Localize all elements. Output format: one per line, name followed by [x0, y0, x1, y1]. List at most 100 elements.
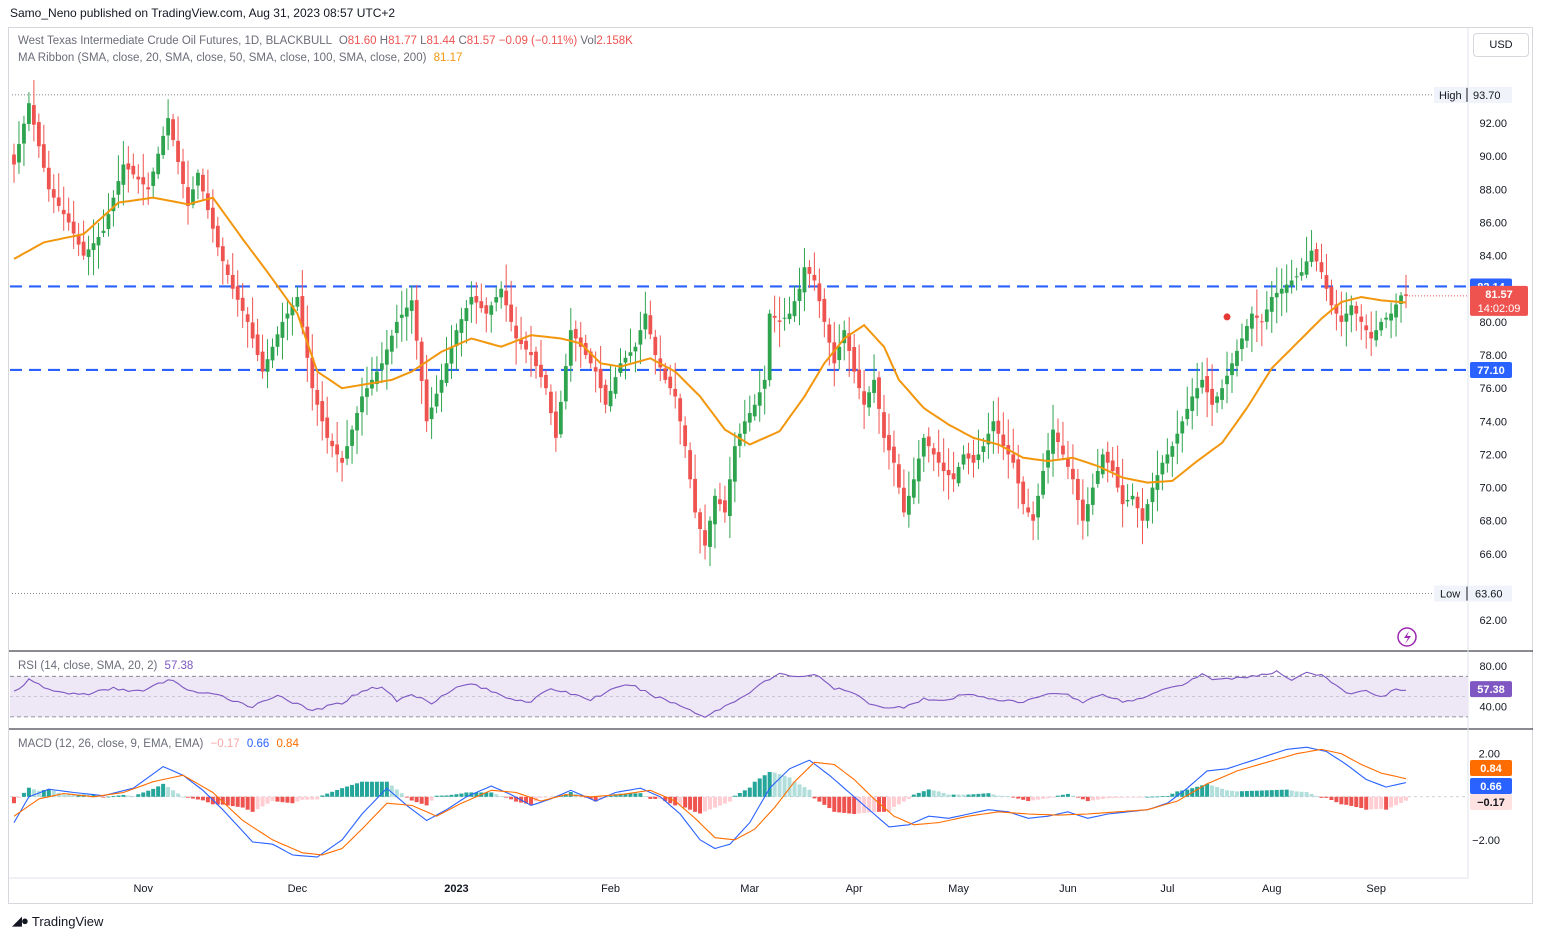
- candle-body: [106, 214, 111, 230]
- candle-body: [747, 413, 752, 423]
- macd-histogram-bar: [345, 786, 350, 797]
- low-label-box: [1434, 585, 1512, 602]
- macd-histogram-bar: [1264, 790, 1269, 797]
- ma-ribbon-legend[interactable]: MA Ribbon (SMA, close, 20, SMA, close, 5…: [18, 52, 462, 64]
- macd-histogram-bar: [181, 796, 186, 798]
- candle-body: [494, 297, 499, 303]
- macd-histogram-bar: [732, 795, 737, 797]
- candle-body: [230, 274, 235, 289]
- candle-body: [1249, 313, 1254, 329]
- candle-body: [166, 118, 171, 136]
- macd-histogram-bar: [340, 788, 345, 797]
- macd-histogram-bar: [464, 792, 469, 797]
- macd-histogram-bar: [434, 795, 439, 797]
- candle-body: [17, 144, 21, 163]
- macd-histogram-bar: [812, 796, 817, 799]
- macd-histogram-bar: [678, 796, 683, 806]
- candle-body: [628, 352, 633, 356]
- macd-value-label: 0.66: [1480, 781, 1501, 793]
- candle-body: [1379, 321, 1384, 331]
- macd-histogram-bar: [524, 796, 529, 804]
- high-label: High: [1439, 90, 1462, 102]
- macd-histogram-bar: [951, 794, 956, 797]
- candle-body: [1215, 396, 1219, 403]
- candle-body: [817, 283, 822, 302]
- tradingview-logo[interactable]: ◢● TradingView: [12, 913, 103, 929]
- candle-body: [136, 176, 141, 180]
- candle-body: [802, 267, 807, 293]
- macd-histogram-bar: [648, 796, 653, 799]
- symbol-legend[interactable]: West Texas Intermediate Crude Oil Future…: [18, 35, 633, 47]
- candle-body: [648, 315, 653, 335]
- currency-button[interactable]: USD: [1473, 33, 1529, 57]
- candle-body: [439, 379, 444, 393]
- macd-histogram-bar: [439, 795, 444, 797]
- candle-body: [66, 213, 71, 223]
- macd-histogram-bar: [1249, 790, 1254, 797]
- macd-histogram-bar: [151, 788, 156, 797]
- macd-histogram-bar: [360, 781, 364, 797]
- candle-body: [320, 401, 325, 422]
- macd-histogram-bar: [698, 796, 703, 814]
- candle-body: [1294, 276, 1299, 278]
- price-axis-tick: 68.00: [1479, 516, 1507, 528]
- candle-body: [892, 446, 896, 463]
- macd-histogram-bar: [1274, 789, 1279, 797]
- candle-body: [1339, 315, 1344, 322]
- macd-histogram-bar: [668, 796, 673, 804]
- candle-body: [867, 392, 871, 408]
- macd-signal-value: 0.84: [276, 738, 299, 750]
- candle-body: [1269, 297, 1274, 312]
- candle-body: [36, 122, 41, 147]
- candle-body: [280, 321, 285, 338]
- macd-histogram-bar: [355, 783, 360, 797]
- macd-histogram-bar: [852, 796, 857, 814]
- macd-histogram-bar: [1284, 789, 1289, 797]
- macd-histogram-bar: [499, 795, 504, 797]
- macd-histogram-bar: [1374, 796, 1379, 810]
- candle-body: [235, 286, 240, 300]
- macd-histogram-bar: [911, 794, 916, 797]
- candle-body: [116, 181, 121, 195]
- macd-histogram-bar: [1090, 796, 1095, 801]
- macd-histogram-bar: [693, 796, 698, 812]
- macd-histogram-bar: [374, 781, 379, 797]
- candle-body: [1180, 421, 1185, 434]
- macd-histogram-bar: [1210, 785, 1215, 797]
- macd-histogram-bar: [295, 796, 300, 802]
- macd-histogram-bar: [1220, 788, 1225, 797]
- candle-body: [916, 458, 921, 482]
- macd-histogram-bar: [121, 794, 126, 797]
- rsi-legend[interactable]: RSI (14, close, SMA, 20, 2) 57.38: [18, 660, 193, 672]
- macd-histogram-bar: [1205, 783, 1210, 797]
- candle-body: [688, 450, 693, 480]
- candle-body: [1125, 500, 1130, 502]
- macd-histogram-bar: [330, 791, 335, 797]
- candle-body: [215, 225, 220, 248]
- macd-histogram-bar: [1334, 796, 1339, 803]
- macd-histogram-bar: [245, 796, 250, 810]
- macd-histogram-bar: [538, 796, 543, 798]
- candle-body: [1334, 304, 1339, 314]
- macd-histogram-bar: [1120, 796, 1125, 798]
- macd-histogram-bar: [891, 796, 896, 807]
- macd-value-tag: [1470, 760, 1512, 776]
- candle-body: [489, 305, 494, 315]
- macd-histogram-bar: [1369, 796, 1374, 810]
- candle-body: [1259, 321, 1264, 323]
- candle-body: [1021, 481, 1026, 505]
- macd-histogram-bar: [817, 796, 822, 802]
- price-axis-tick: 76.00: [1479, 383, 1507, 395]
- macd-histogram-bar: [1115, 796, 1120, 798]
- macd-histogram-bar: [1404, 796, 1408, 801]
- candle-body: [1389, 313, 1393, 321]
- candle-body: [181, 161, 185, 184]
- rsi-axis-tick: 40.00: [1479, 702, 1507, 714]
- macd-line: [13, 746, 1407, 858]
- candle-body: [484, 305, 489, 314]
- macd-legend[interactable]: MACD (12, 26, close, 9, EMA, EMA) −0.17 …: [18, 738, 299, 750]
- candle-body: [51, 189, 56, 198]
- macd-histogram-bar: [1021, 796, 1026, 800]
- macd-histogram-bar: [708, 796, 712, 810]
